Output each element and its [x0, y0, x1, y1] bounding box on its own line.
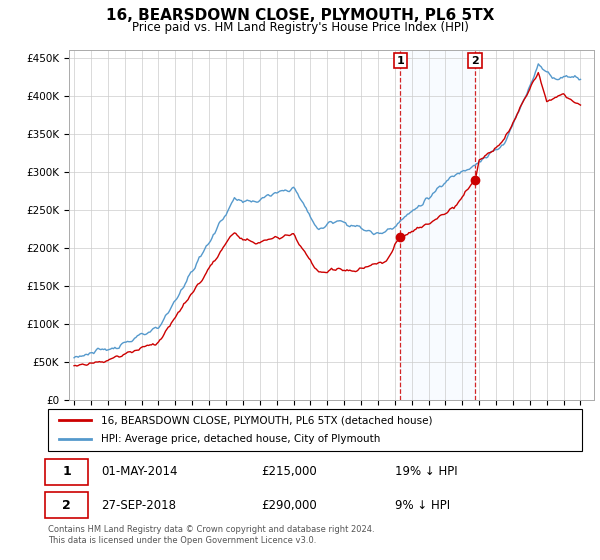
FancyBboxPatch shape	[46, 459, 88, 485]
Text: 1: 1	[397, 55, 404, 66]
Text: 19% ↓ HPI: 19% ↓ HPI	[395, 465, 458, 478]
Bar	[400, 50, 475, 400]
Text: 1: 1	[62, 465, 71, 478]
Text: Price paid vs. HM Land Registry's House Price Index (HPI): Price paid vs. HM Land Registry's House …	[131, 21, 469, 34]
Text: 01-MAY-2014: 01-MAY-2014	[101, 465, 178, 478]
Text: 2: 2	[471, 55, 479, 66]
Text: HPI: Average price, detached house, City of Plymouth: HPI: Average price, detached house, City…	[101, 435, 381, 445]
FancyBboxPatch shape	[46, 492, 88, 518]
Text: 27-SEP-2018: 27-SEP-2018	[101, 499, 176, 512]
Text: Contains HM Land Registry data © Crown copyright and database right 2024.
This d: Contains HM Land Registry data © Crown c…	[48, 525, 374, 545]
Text: 16, BEARSDOWN CLOSE, PLYMOUTH, PL6 5TX: 16, BEARSDOWN CLOSE, PLYMOUTH, PL6 5TX	[106, 8, 494, 24]
Text: 2: 2	[62, 499, 71, 512]
Text: 16, BEARSDOWN CLOSE, PLYMOUTH, PL6 5TX (detached house): 16, BEARSDOWN CLOSE, PLYMOUTH, PL6 5TX (…	[101, 415, 433, 425]
Text: £290,000: £290,000	[262, 499, 317, 512]
Text: 9% ↓ HPI: 9% ↓ HPI	[395, 499, 450, 512]
Text: £215,000: £215,000	[262, 465, 317, 478]
